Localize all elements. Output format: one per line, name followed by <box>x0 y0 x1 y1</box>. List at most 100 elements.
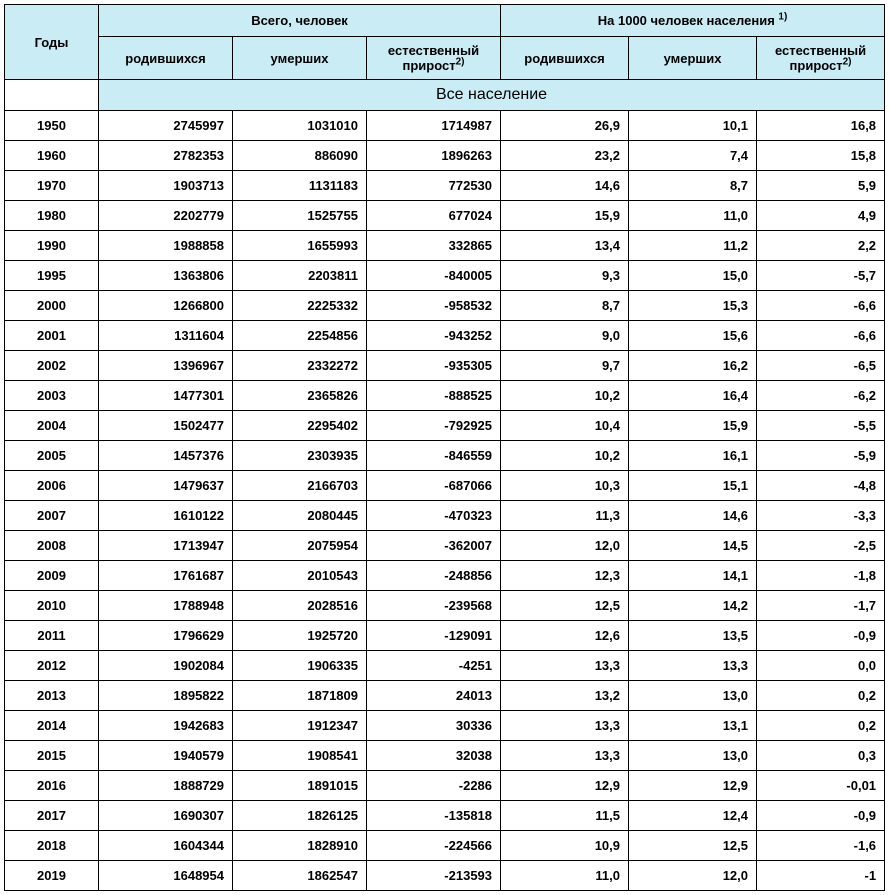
cell-born_rate: 13,3 <box>501 741 629 771</box>
cell-born_rate: 10,3 <box>501 471 629 501</box>
cell-nat_abs: -213593 <box>367 861 501 891</box>
cell-died_rate: 13,5 <box>629 621 757 651</box>
table-row: 200817139472075954-36200712,014,5-2,5 <box>5 531 885 561</box>
section-year-blank <box>5 80 99 111</box>
cell-died_abs: 1908541 <box>233 741 367 771</box>
cell-nat_abs: -888525 <box>367 381 501 411</box>
cell-nat_abs: 24013 <box>367 681 501 711</box>
cell-born_abs: 1477301 <box>99 381 233 411</box>
cell-born_abs: 1761687 <box>99 561 233 591</box>
cell-nat_rate: -1 <box>757 861 885 891</box>
cell-died_abs: 1826125 <box>233 801 367 831</box>
cell-nat_abs: -4251 <box>367 651 501 681</box>
cell-year: 2005 <box>5 441 99 471</box>
cell-died_rate: 14,2 <box>629 591 757 621</box>
cell-died_abs: 2332272 <box>233 351 367 381</box>
cell-born_rate: 13,4 <box>501 231 629 261</box>
cell-died_abs: 1828910 <box>233 831 367 861</box>
cell-nat_abs: 677024 <box>367 201 501 231</box>
cell-year: 1970 <box>5 171 99 201</box>
footnote-ref-1: 1) <box>778 12 787 23</box>
cell-died_rate: 12,0 <box>629 861 757 891</box>
cell-nat_abs: -687066 <box>367 471 501 501</box>
cell-died_abs: 2080445 <box>233 501 367 531</box>
cell-nat_abs: 30336 <box>367 711 501 741</box>
cell-nat_rate: -2,5 <box>757 531 885 561</box>
cell-year: 2002 <box>5 351 99 381</box>
cell-died_rate: 13,1 <box>629 711 757 741</box>
cell-died_abs: 2028516 <box>233 591 367 621</box>
cell-born_rate: 8,7 <box>501 291 629 321</box>
cell-year: 1995 <box>5 261 99 291</box>
cell-year: 1950 <box>5 111 99 141</box>
cell-died_rate: 12,4 <box>629 801 757 831</box>
table-row: 19802202779152575567702415,911,04,9 <box>5 201 885 231</box>
cell-year: 1990 <box>5 231 99 261</box>
population-table: Годы Всего, человек На 1000 человек насе… <box>4 4 885 891</box>
cell-born_abs: 1457376 <box>99 441 233 471</box>
cell-nat_abs: 32038 <box>367 741 501 771</box>
cell-died_rate: 15,1 <box>629 471 757 501</box>
cell-born_abs: 1940579 <box>99 741 233 771</box>
cell-born_abs: 1610122 <box>99 501 233 531</box>
cell-died_rate: 16,2 <box>629 351 757 381</box>
cell-died_abs: 1525755 <box>233 201 367 231</box>
cell-nat_rate: -5,7 <box>757 261 885 291</box>
cell-nat_abs: -362007 <box>367 531 501 561</box>
cell-born_rate: 13,3 <box>501 711 629 741</box>
cell-nat_abs: -248856 <box>367 561 501 591</box>
col-header-nat-rate: естественный прирост2) <box>757 37 885 80</box>
footnote-ref-2b: 2) <box>843 57 852 68</box>
col-group-per-1000: На 1000 человек населения 1) <box>501 5 885 37</box>
cell-died_abs: 2075954 <box>233 531 367 561</box>
table-row: 200012668002225332-9585328,715,3-6,6 <box>5 291 885 321</box>
cell-nat_rate: -6,5 <box>757 351 885 381</box>
cell-died_abs: 1131183 <box>233 171 367 201</box>
cell-nat_rate: 2,2 <box>757 231 885 261</box>
cell-nat_rate: -1,7 <box>757 591 885 621</box>
cell-born_abs: 1479637 <box>99 471 233 501</box>
table-row: 200314773012365826-88852510,216,4-6,2 <box>5 381 885 411</box>
cell-died_rate: 11,2 <box>629 231 757 261</box>
cell-nat_abs: -846559 <box>367 441 501 471</box>
table-row: 201219020841906335-425113,313,30,0 <box>5 651 885 681</box>
col-header-died-rate: умерших <box>629 37 757 80</box>
cell-died_abs: 2254856 <box>233 321 367 351</box>
cell-born_rate: 26,9 <box>501 111 629 141</box>
cell-died_abs: 1891015 <box>233 771 367 801</box>
cell-born_abs: 1266800 <box>99 291 233 321</box>
cell-born_rate: 10,2 <box>501 381 629 411</box>
cell-nat_abs: 1896263 <box>367 141 501 171</box>
cell-died_abs: 2225332 <box>233 291 367 321</box>
table-row: 2013189582218718092401313,213,00,2 <box>5 681 885 711</box>
cell-born_abs: 1942683 <box>99 711 233 741</box>
cell-born_rate: 15,9 <box>501 201 629 231</box>
cell-nat_rate: -6,6 <box>757 291 885 321</box>
cell-died_abs: 1862547 <box>233 861 367 891</box>
cell-born_abs: 1396967 <box>99 351 233 381</box>
cell-born_rate: 9,3 <box>501 261 629 291</box>
cell-nat_rate: -0,9 <box>757 621 885 651</box>
table-row: 201017889482028516-23956812,514,2-1,7 <box>5 591 885 621</box>
cell-nat_rate: -3,3 <box>757 501 885 531</box>
table-row: 200917616872010543-24885612,314,1-1,8 <box>5 561 885 591</box>
table-row: 19901988858165599333286513,411,22,2 <box>5 231 885 261</box>
col-header-died-abs: умерших <box>233 37 367 80</box>
cell-died_rate: 7,4 <box>629 141 757 171</box>
table-row: 2014194268319123473033613,313,10,2 <box>5 711 885 741</box>
cell-died_abs: 1925720 <box>233 621 367 651</box>
cell-born_rate: 11,5 <box>501 801 629 831</box>
cell-died_rate: 13,0 <box>629 741 757 771</box>
col-header-nat-rate-text: естественный прирост <box>775 43 866 73</box>
cell-born_rate: 13,2 <box>501 681 629 711</box>
cell-born_rate: 12,6 <box>501 621 629 651</box>
cell-nat_rate: 0,2 <box>757 711 885 741</box>
cell-nat_rate: -5,5 <box>757 411 885 441</box>
table-row: 201618887291891015-228612,912,9-0,01 <box>5 771 885 801</box>
cell-year: 2017 <box>5 801 99 831</box>
cell-nat_rate: -1,8 <box>757 561 885 591</box>
cell-born_rate: 10,4 <box>501 411 629 441</box>
cell-born_abs: 1363806 <box>99 261 233 291</box>
cell-year: 1960 <box>5 141 99 171</box>
table-row: 199513638062203811-8400059,315,0-5,7 <box>5 261 885 291</box>
